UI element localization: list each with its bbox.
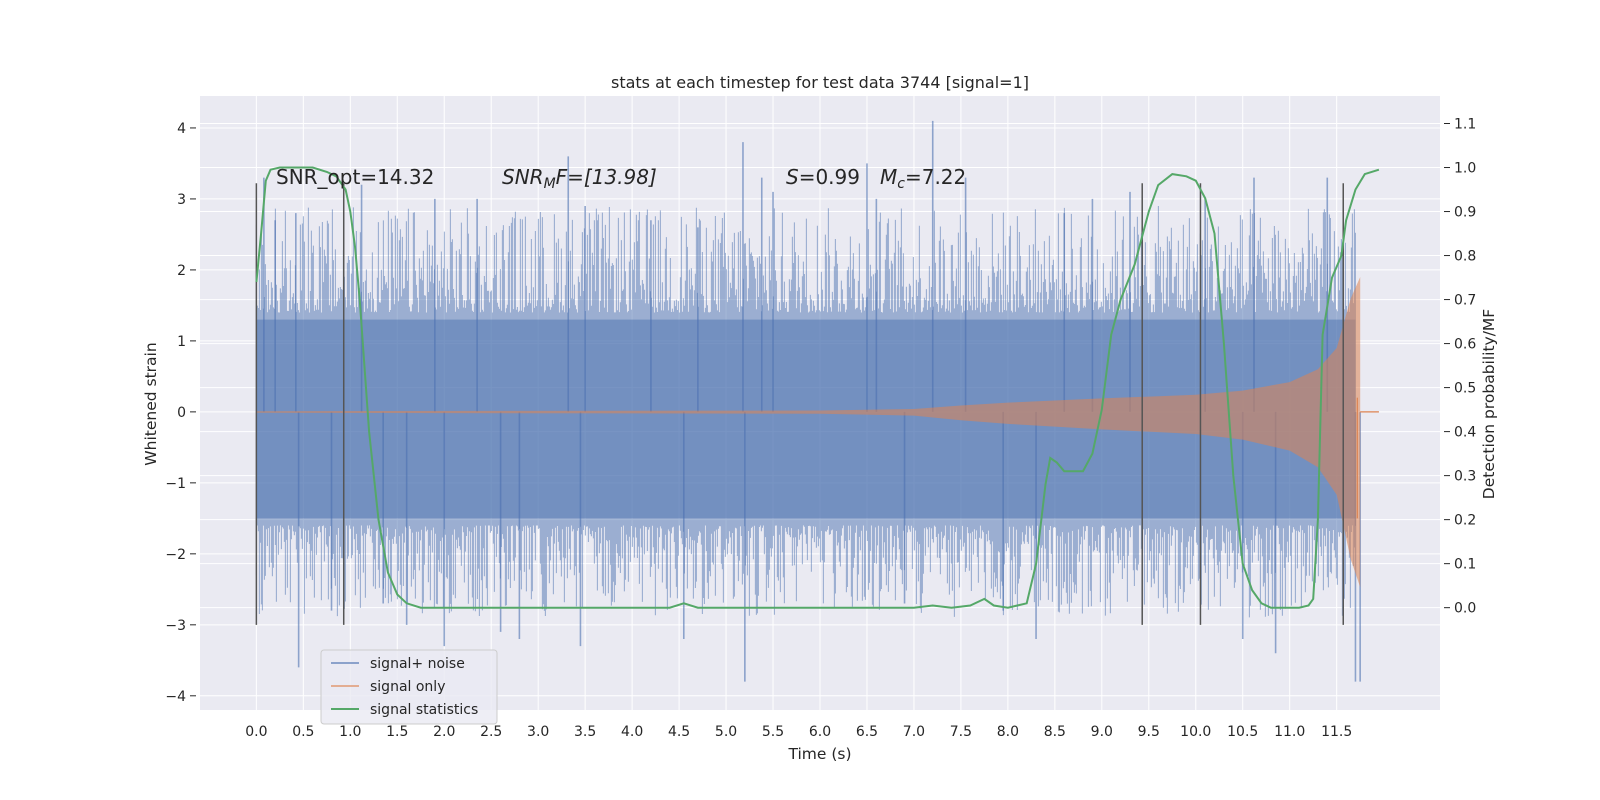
signal-statistics-series xyxy=(255,166,1380,609)
snr-mf-label: SNR xyxy=(502,165,544,189)
x-tick-label: 10.5 xyxy=(1227,724,1258,740)
mc-annotation: Mc=7.22 xyxy=(880,165,966,192)
snr-opt-annotation: SNR_opt=14.32 xyxy=(276,165,434,189)
y-tick-label: −3 xyxy=(165,618,186,634)
x-tick-label: 4.0 xyxy=(621,724,643,740)
x-axis-ticks: 0.0 0.5 1.0 1.5 2.0 2.5 3.0 3.5 4.0 4.5 5.0 5.5 6.0 6… xyxy=(245,724,1352,740)
x-tick-label: 8.5 xyxy=(1044,724,1066,740)
y2-tick-label: 0.9 xyxy=(1454,205,1476,221)
y-axis-ticks: 4 3 2 1 0 −1 −2 −3 −4 xyxy=(165,121,196,705)
legend-label-signal: signal only xyxy=(370,679,445,695)
y-tick-label: 2 xyxy=(177,263,186,279)
legend-box xyxy=(320,649,498,725)
x-tick-label: 0.5 xyxy=(292,724,314,740)
x-tick-label: 11.5 xyxy=(1321,724,1352,740)
y-tick-label: 4 xyxy=(177,121,186,137)
x-tick-label: 5.0 xyxy=(715,724,737,740)
s-label: S xyxy=(786,165,799,189)
y-tick-label: 0 xyxy=(177,405,186,421)
stats-line xyxy=(255,166,1380,609)
s-annotation: S=0.99 xyxy=(786,165,860,189)
y-tick-label: −4 xyxy=(165,689,186,705)
x-tick-label: 11.0 xyxy=(1274,724,1305,740)
y2-tick-label: 0.5 xyxy=(1454,381,1476,397)
x-tick-label: 7.0 xyxy=(903,724,925,740)
x-tick-label: 9.0 xyxy=(1091,724,1113,740)
y2-axis-ticks: 1.1 1.0 0.9 0.8 0.7 0.6 0.5 0.4 0.3 0.2 0.1 0.0 xyxy=(1444,117,1476,617)
x-tick-label: 0.0 xyxy=(245,724,267,740)
y2-tick-label: 0.4 xyxy=(1454,425,1476,441)
y2-tick-label: 0.3 xyxy=(1454,469,1476,485)
y-tick-label: −1 xyxy=(165,476,186,492)
s-value: =0.99 xyxy=(799,165,860,189)
y2-tick-label: 0.2 xyxy=(1454,513,1476,529)
y-tick-label: −2 xyxy=(165,547,186,563)
snr-mf-f: F=[13.98] xyxy=(556,165,657,189)
x-tick-label: 6.0 xyxy=(809,724,831,740)
x-tick-label: 3.0 xyxy=(527,724,549,740)
y-tick-label: 1 xyxy=(177,334,186,350)
legend: signal+ noise signal only signal statist… xyxy=(320,649,498,725)
mc-label: M xyxy=(880,165,897,189)
x-tick-label: 7.5 xyxy=(950,724,972,740)
mc-subscript: c xyxy=(897,176,905,192)
x-tick-label: 1.5 xyxy=(386,724,408,740)
chart-title: stats at each timestep for test data 374… xyxy=(611,73,1029,92)
y2-tick-label: 0.7 xyxy=(1454,293,1476,309)
snr-mf-subscript: M xyxy=(544,176,556,192)
x-tick-label: 5.5 xyxy=(762,724,784,740)
x-tick-label: 9.5 xyxy=(1138,724,1160,740)
snr-mf-annotation: SNRMF=[13.98] xyxy=(502,165,657,192)
legend-label-stats: signal statistics xyxy=(370,702,478,718)
y2-tick-label: 1.1 xyxy=(1454,117,1476,133)
y-axis-label: Whitened strain xyxy=(142,342,160,465)
x-tick-label: 3.5 xyxy=(574,724,596,740)
x-axis-label: Time (s) xyxy=(787,745,851,763)
mc-value: =7.22 xyxy=(905,165,966,189)
signal-only-series xyxy=(256,277,1379,588)
x-tick-label: 2.0 xyxy=(433,724,455,740)
x-tick-label: 2.5 xyxy=(480,724,502,740)
x-tick-label: 8.0 xyxy=(997,724,1019,740)
x-tick-label: 6.5 xyxy=(856,724,878,740)
x-tick-label: 4.5 xyxy=(668,724,690,740)
x-tick-label: 10.0 xyxy=(1180,724,1211,740)
y2-tick-label: 0.8 xyxy=(1454,249,1476,265)
y2-tick-label: 0.6 xyxy=(1454,337,1476,353)
legend-label-noise: signal+ noise xyxy=(370,656,465,672)
marker-lines xyxy=(255,183,1344,625)
y2-tick-label: 1.0 xyxy=(1454,161,1476,177)
y-tick-label: 3 xyxy=(177,192,186,208)
y2-tick-label: 0.1 xyxy=(1454,557,1476,573)
y2-tick-label: 0.0 xyxy=(1454,601,1476,617)
x-tick-label: 1.0 xyxy=(339,724,361,740)
y2-axis-label: Detection probability/MF xyxy=(1480,309,1498,500)
